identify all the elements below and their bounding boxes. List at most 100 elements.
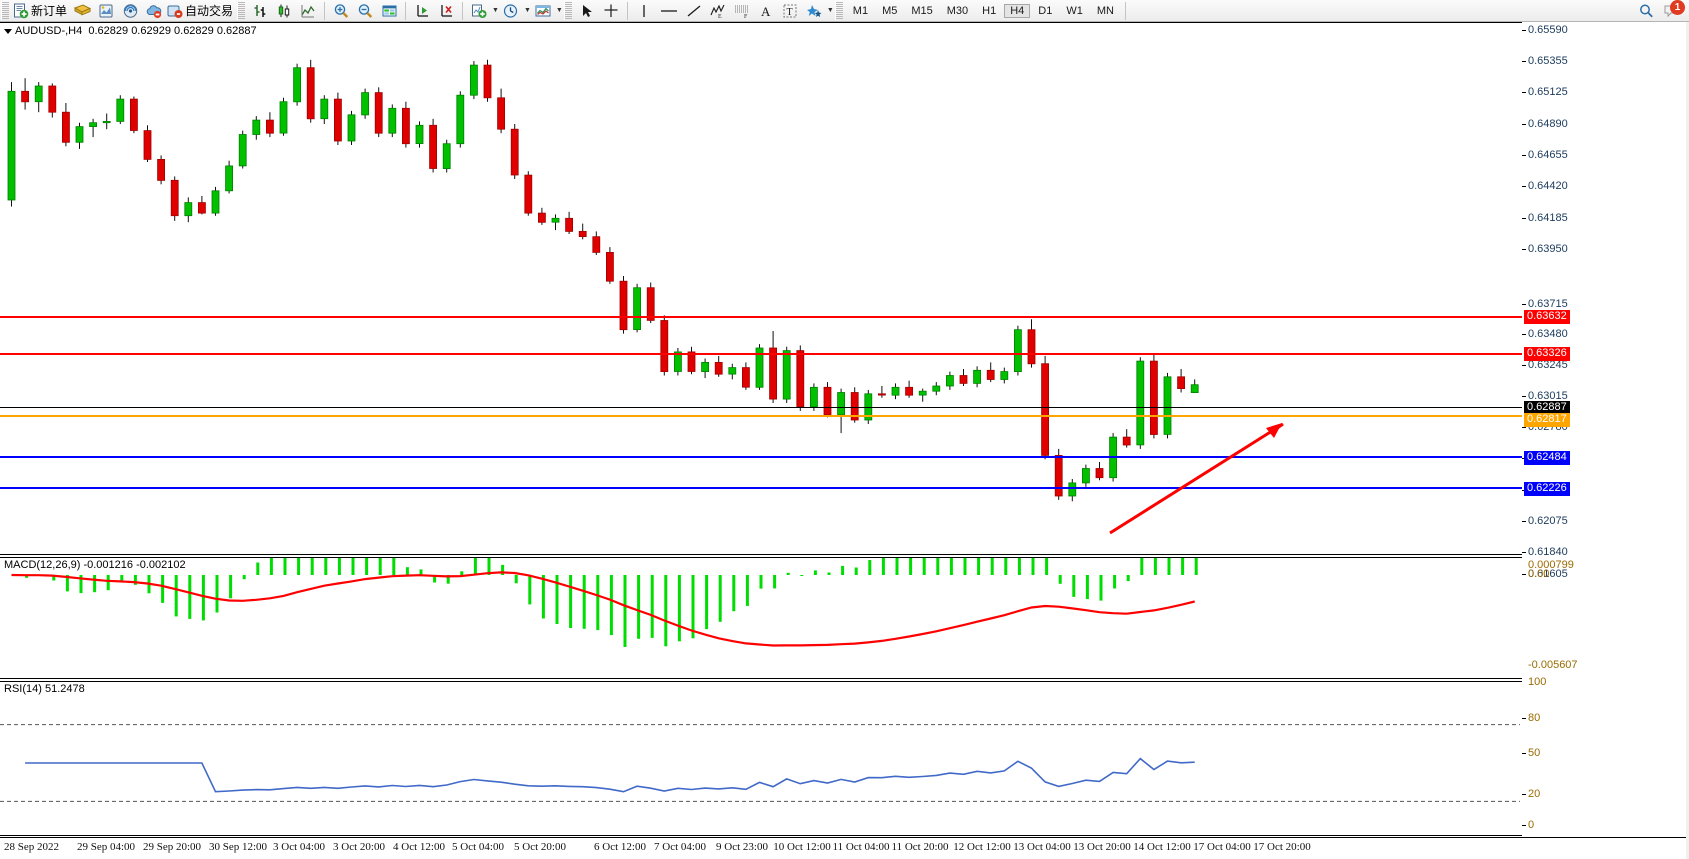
time-label-9: 6 Oct 12:00 [594,841,646,853]
bar-chart-button[interactable] [248,1,272,20]
support-line-1[interactable] [0,456,1522,458]
timeframe-mn[interactable]: MN [1096,4,1114,17]
collapse-triangle-icon[interactable] [4,28,12,34]
new-order-button[interactable]: 新订单 [12,1,70,20]
elliott-wave-button[interactable]: E [706,1,730,20]
templates-button[interactable] [531,1,555,20]
book-button[interactable] [70,1,94,20]
auto-trading-button[interactable]: 自动交易 [166,1,236,20]
timeframe-h1[interactable]: H1 [982,4,997,17]
shapes-dropdown-caret[interactable]: ▼ [826,7,834,14]
svg-text:A: A [761,4,771,19]
period-dropdown-caret[interactable]: ▼ [523,7,531,14]
resistance-line-1[interactable] [0,316,1522,318]
macd-series [11,558,1198,647]
rsi-tick-2: 50 [1528,747,1541,759]
macd-tick-0: 0.000799 [1528,559,1574,571]
zoom-in-button[interactable] [329,1,353,20]
text-label-button[interactable]: T [778,1,802,20]
support-line-2[interactable] [0,487,1522,489]
toolbar-grip-2[interactable] [237,1,246,20]
period-icon [504,3,518,18]
templates-dropdown-caret[interactable]: ▼ [555,7,563,14]
rsi-tick-0: 100 [1528,676,1547,688]
indicators-dropdown-caret[interactable]: ▼ [492,7,499,14]
timeframe-m30[interactable]: M30 [946,4,969,17]
indicators-button[interactable] [467,1,491,20]
timeframe-w1[interactable]: W1 [1066,4,1083,17]
price-pane[interactable]: AUDUSD-,H4 0.62829 0.62929 0.62829 0.628… [0,22,1522,555]
timeframe-h4[interactable]: H4 [1004,3,1031,18]
resistance-line-2[interactable] [0,353,1522,355]
toolbar-grip[interactable] [1,1,9,20]
text-label-icon: T [783,4,797,18]
timeframe-m1[interactable]: M1 [852,4,869,17]
cloud-button[interactable] [142,1,166,20]
data-window-button[interactable] [377,1,401,20]
macd-pane[interactable]: MACD(12,26,9) -0.001216 -0.002102 [0,557,1522,679]
svg-text:F: F [744,14,748,19]
price-tick-10: 0.63245 [1528,359,1568,371]
time-axis[interactable]: 28 Sep 2022 29 Sep 04:00 29 Sep 20:00 30… [0,837,1689,859]
search-button[interactable] [1635,1,1659,20]
rsi-pane[interactable]: RSI(14) 51.2478 [0,681,1522,836]
ohlc-open: 0.62829 [88,25,129,37]
vertical-line-button[interactable] [632,1,656,20]
toolbar-separator-2 [405,1,407,20]
time-label-12: 10 Oct 12:00 [773,841,831,853]
time-label-18: 14 Oct 12:00 [1133,841,1191,853]
macd-tick-1: 0.00 [1528,568,1550,580]
time-label-10: 7 Oct 04:00 [654,841,706,853]
price-tick-17: 0.61605 [1528,568,1568,580]
auto-scroll-icon [441,4,453,17]
line-chart-button[interactable] [296,1,320,20]
alerts-button[interactable]: 1 [1659,0,1685,20]
horizontal-line-button[interactable] [656,1,682,20]
rsi-tick-4: 0 [1528,819,1535,831]
zoom-out-button[interactable] [353,1,377,20]
pivot-line[interactable] [0,415,1522,417]
crosshair-icon [604,4,618,17]
auto-scroll-button[interactable] [434,1,458,20]
news-button[interactable] [94,1,118,20]
new-order-label: 新订单 [31,4,68,18]
candlestick-series [7,59,1199,502]
toolbar-grip-3[interactable] [563,1,572,20]
timeframe-m5[interactable]: M5 [882,4,898,17]
fibonacci-icon: F [734,5,748,19]
shift-end-icon [417,4,429,17]
price-tick-11: 0.63015 [1528,390,1568,402]
time-label-0: 28 Sep 2022 [4,841,59,853]
elliott-wave-icon: E [710,4,725,19]
crosshair-button[interactable] [599,1,623,20]
text-button[interactable]: A [754,1,778,20]
signal-button[interactable] [118,1,142,20]
toolbar-separator-3 [462,1,464,20]
time-label-3: 30 Sep 12:00 [208,841,268,853]
timeframe-d1[interactable]: D1 [1038,4,1053,17]
timeframe-m15[interactable]: M15 [911,4,933,17]
price-tick-8: 0.63715 [1528,298,1568,310]
trend-arrow[interactable] [1100,413,1300,543]
price-axis[interactable]: 0.65590 0.65355 0.65125 0.64890 0.64655 … [1522,22,1689,837]
time-label-17: 13 Oct 20:00 [1073,841,1131,853]
shift-end-button[interactable] [410,1,434,20]
time-label-2: 29 Sep 20:00 [142,841,202,853]
price-tick-15: 0.62075 [1528,515,1568,527]
time-label-16: 13 Oct 04:00 [1013,841,1071,853]
fibonacci-button[interactable]: F [730,1,754,20]
text-icon: A [761,4,771,19]
cloud-icon [146,4,162,18]
trendline-button[interactable] [682,1,706,20]
macd-tick-2: -0.005607 [1528,659,1578,671]
period-button[interactable] [499,1,523,20]
candlestick-chart-button[interactable] [272,1,296,20]
rsi-label: RSI(14) 51.2478 [4,683,85,695]
templates-icon [535,5,551,16]
rsi-series [0,724,1520,802]
chart-area[interactable]: AUDUSD-,H4 0.62829 0.62929 0.62829 0.628… [0,22,1689,859]
shapes-button[interactable] [802,1,826,20]
zoom-out-icon [358,3,372,18]
cursor-button[interactable] [575,1,599,20]
toolbar-grip-4[interactable] [834,1,843,20]
